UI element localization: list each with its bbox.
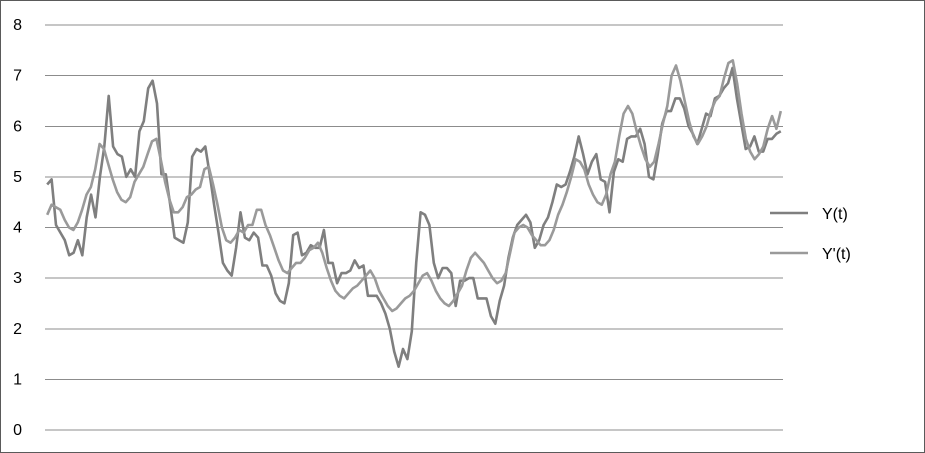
gridlines — [45, 24, 783, 431]
y-tick-label: 2 — [13, 321, 22, 338]
y-tick-label: 1 — [13, 371, 22, 388]
series-lines — [46, 59, 783, 369]
y-tick-label: 3 — [13, 270, 22, 287]
y-tick-label: 6 — [13, 118, 22, 135]
legend-label-2: Y'(t) — [822, 246, 851, 263]
legend: Y(t) Y'(t) — [770, 206, 851, 263]
y-tick-label: 5 — [13, 169, 22, 186]
y-tick-label: 4 — [13, 220, 22, 237]
y-axis-ticks: 0 1 2 3 4 5 6 7 8 — [13, 17, 22, 439]
series-line-1 — [46, 66, 782, 369]
legend-label-1: Y(t) — [822, 206, 848, 223]
y-tick-label: 0 — [13, 422, 22, 439]
series-line-2 — [46, 59, 783, 313]
y-tick-label: 8 — [13, 17, 22, 34]
y-tick-label: 7 — [13, 68, 22, 85]
